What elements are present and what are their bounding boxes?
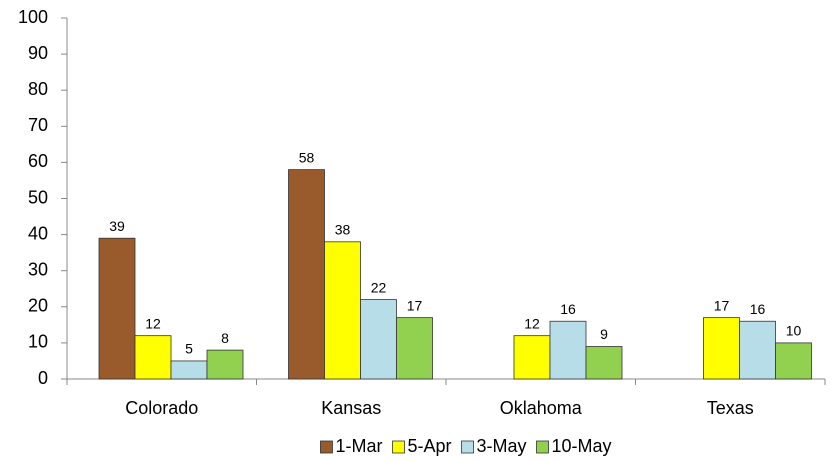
y-tick-label: 50	[28, 187, 48, 207]
x-tick-label: Colorado	[125, 398, 198, 418]
data-label: 17	[714, 297, 730, 313]
data-label: 16	[560, 301, 576, 317]
data-label: 17	[407, 297, 423, 313]
y-tick-label: 100	[18, 7, 48, 27]
x-tick-label: Kansas	[321, 398, 381, 418]
bar	[360, 299, 397, 380]
y-tick-label: 70	[28, 115, 48, 135]
bar	[585, 346, 623, 380]
bar	[775, 342, 812, 380]
legend-swatch	[536, 440, 549, 454]
bar	[98, 237, 136, 380]
data-label: 5	[185, 341, 193, 357]
legend-swatch	[392, 440, 405, 454]
bar	[134, 335, 172, 380]
legend-label: 10-May	[552, 436, 612, 456]
y-tick-label: 20	[28, 296, 48, 316]
legend-label: 3-May	[476, 436, 526, 456]
bar	[324, 241, 361, 380]
legend-swatch	[461, 440, 474, 454]
y-tick-label: 40	[28, 223, 48, 243]
data-label: 9	[600, 326, 608, 342]
y-tick-label: 30	[28, 259, 48, 279]
bar	[288, 169, 325, 380]
x-tick-label: Oklahoma	[500, 398, 583, 418]
bar	[549, 320, 587, 380]
data-label: 22	[371, 279, 387, 295]
y-tick-label: 60	[28, 151, 48, 171]
bar	[206, 349, 244, 380]
legend: 1-Mar 5-Apr 3-May 10-May	[320, 436, 612, 456]
bar	[739, 320, 776, 380]
data-label: 58	[299, 149, 315, 165]
data-label: 38	[335, 222, 351, 238]
y-tick-label: 10	[28, 332, 48, 352]
y-tick-label: 0	[38, 368, 48, 388]
legend-label: 1-Mar	[335, 436, 382, 456]
data-label: 39	[109, 218, 125, 234]
bar	[170, 360, 208, 380]
legend-swatch	[320, 440, 333, 454]
bar	[513, 335, 551, 380]
data-label: 16	[750, 301, 766, 317]
bar	[703, 317, 740, 380]
data-label: 12	[524, 315, 540, 331]
y-tick-label: 80	[28, 79, 48, 99]
data-label: 8	[221, 330, 229, 346]
legend-label: 5-Apr	[407, 436, 451, 456]
y-tick-label: 90	[28, 43, 48, 63]
bar	[396, 317, 433, 380]
data-label: 12	[145, 315, 161, 331]
x-tick-label: Texas	[707, 398, 754, 418]
data-label: 10	[786, 323, 802, 339]
